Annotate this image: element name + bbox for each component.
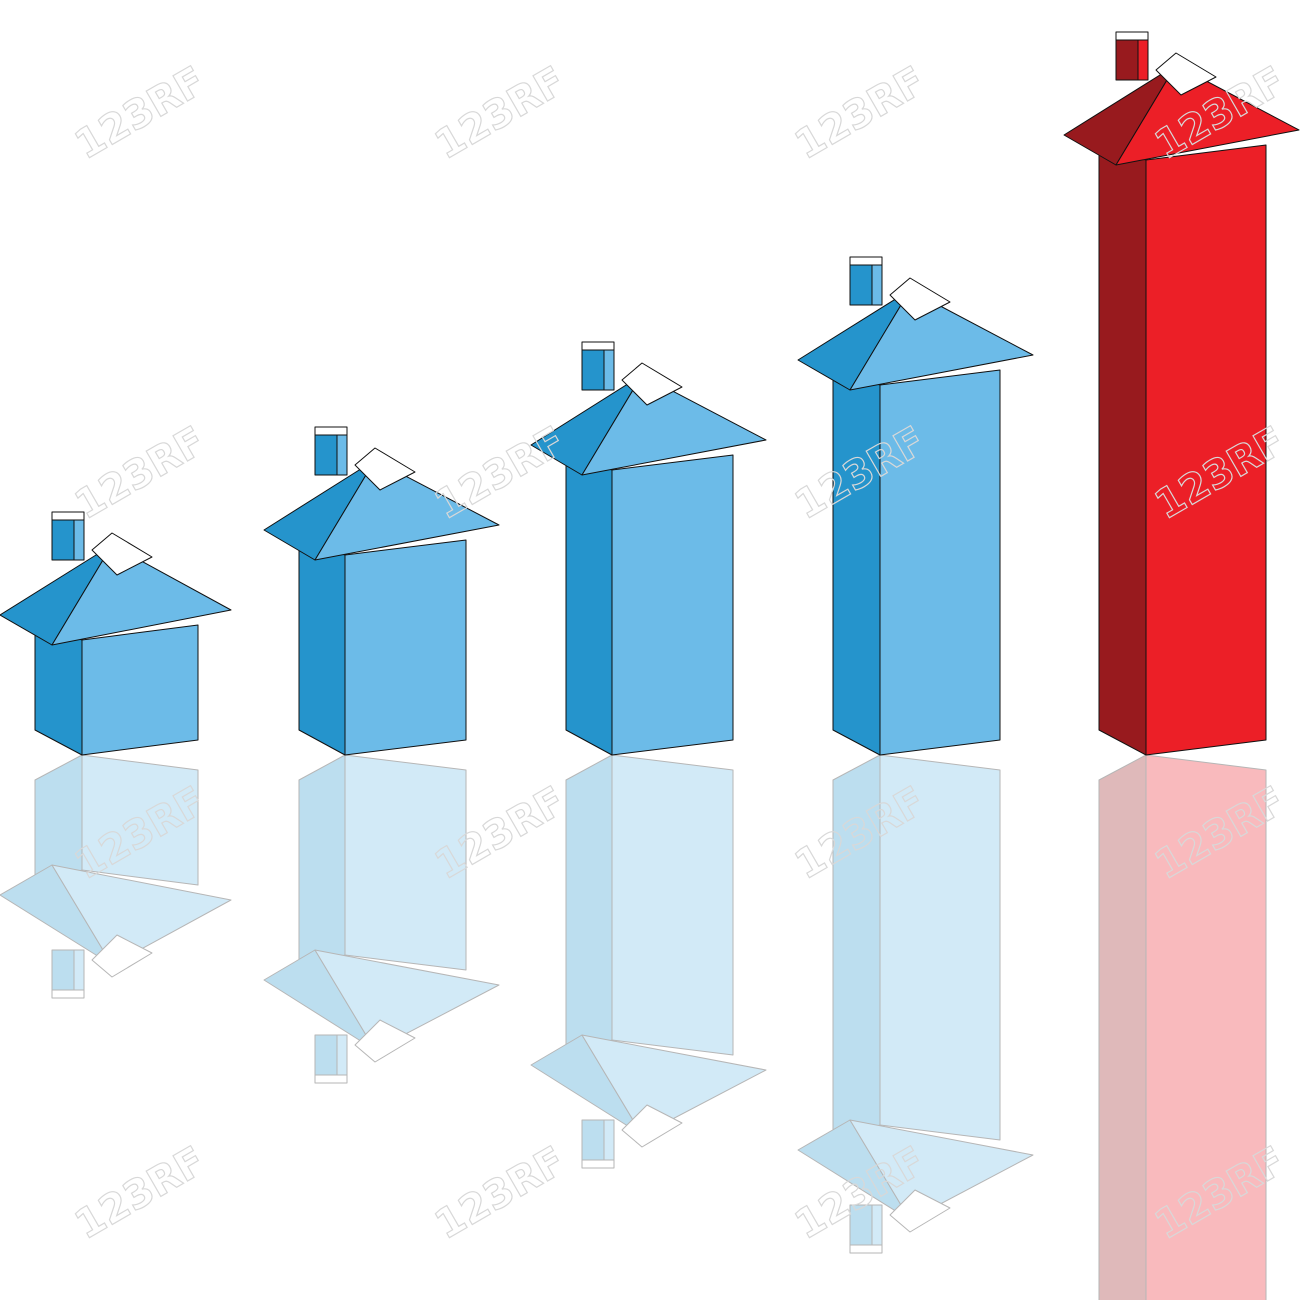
house-side [34, 754, 83, 886]
chimney [314, 434, 338, 476]
chimney-top [51, 511, 85, 521]
roof-snow [354, 447, 416, 491]
watermark: 123RF [67, 1138, 213, 1249]
house [1063, 31, 1300, 756]
house [530, 341, 767, 756]
house-front [611, 454, 734, 756]
chimney-front [871, 1204, 883, 1246]
chimney-front [1137, 39, 1149, 81]
roof-snow [621, 1104, 683, 1148]
chimney-front [73, 949, 85, 991]
roof-front [1115, 64, 1300, 166]
house-side [565, 454, 613, 756]
roof-snow [91, 934, 153, 978]
house [797, 256, 1034, 756]
watermark: 123RF [427, 58, 573, 169]
chimney-front [73, 519, 85, 561]
house [1098, 754, 1267, 1300]
house-side [298, 754, 346, 971]
watermark: 123RF [67, 418, 213, 529]
chimney-top [849, 256, 883, 266]
roof-front [51, 864, 232, 966]
chimney [1115, 39, 1139, 81]
chimney-front [871, 264, 883, 306]
house [0, 754, 232, 999]
roof-front [51, 544, 232, 646]
roof-side [797, 1119, 911, 1221]
house-side [832, 369, 881, 756]
reflection [797, 754, 1034, 1254]
roof-front [581, 374, 767, 476]
house [797, 754, 1034, 1254]
roof-snow [889, 277, 951, 321]
chimney [51, 949, 75, 991]
roof-front [314, 949, 500, 1051]
house-front [81, 754, 199, 886]
watermark: 123RF [427, 1138, 573, 1249]
chimney-top [314, 1074, 348, 1084]
chimney-top [581, 341, 615, 351]
house-front [1145, 754, 1267, 1300]
reflection [263, 754, 500, 1084]
roof-snow [91, 532, 153, 576]
house-side [1098, 144, 1147, 756]
roof-front [314, 459, 500, 561]
chimney [51, 519, 75, 561]
house [263, 426, 500, 756]
roof-snow [621, 362, 683, 406]
reflection [1098, 754, 1267, 1300]
house [263, 754, 500, 1084]
house-front [81, 624, 199, 756]
roof-side [530, 1034, 643, 1136]
watermark: 123RF [67, 58, 213, 169]
chimney [314, 1034, 338, 1076]
house-side [298, 539, 346, 756]
chimney [849, 264, 873, 306]
chimney-top [849, 1244, 883, 1254]
house [0, 511, 232, 756]
roof-snow [1155, 52, 1217, 96]
chimney-top [1115, 31, 1149, 41]
house-front [879, 369, 1001, 756]
houses [0, 31, 1300, 756]
chimney-front [336, 434, 348, 476]
roof-front [581, 1034, 767, 1136]
house-side [34, 624, 83, 756]
chimney-front [336, 1034, 348, 1076]
chimney-top [581, 1159, 615, 1169]
chimney-top [314, 426, 348, 436]
watermark: 123RF [427, 418, 573, 529]
reflections [0, 754, 1267, 1300]
chimney-front [603, 349, 615, 391]
chimney-front [603, 1119, 615, 1161]
roof-side [0, 864, 113, 966]
watermark: 123RF [787, 58, 933, 169]
house-front [344, 539, 467, 756]
house-side [1098, 754, 1147, 1300]
roof-front [849, 289, 1034, 391]
house-side [565, 754, 613, 1056]
roof-side [263, 949, 376, 1051]
roof-snow [354, 1019, 416, 1063]
reflection [530, 754, 767, 1169]
roof-front [849, 1119, 1034, 1221]
house-front [1145, 144, 1267, 756]
roof-snow [889, 1189, 951, 1233]
house-front [879, 754, 1001, 1141]
chimney [581, 1119, 605, 1161]
house-front [611, 754, 734, 1056]
house [530, 754, 767, 1169]
reflection [0, 754, 232, 999]
chimney [849, 1204, 873, 1246]
chimney-top [51, 989, 85, 999]
house-front [344, 754, 467, 971]
chimney [581, 349, 605, 391]
